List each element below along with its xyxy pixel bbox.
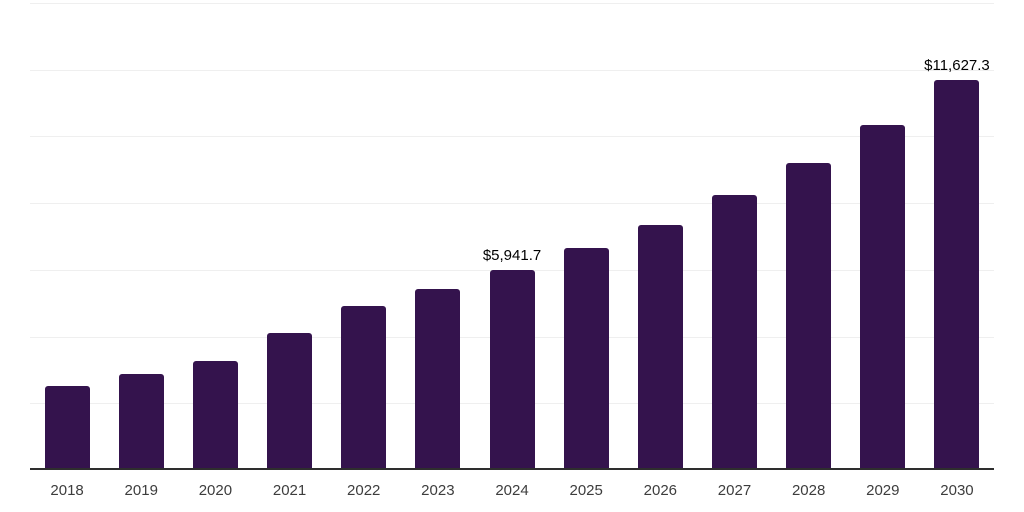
x-axis-label-2022: 2022 [347, 482, 381, 499]
bar-column [252, 332, 326, 468]
bar-2018[interactable] [44, 385, 90, 468]
bar-column [772, 162, 846, 468]
bar-2024[interactable] [489, 269, 535, 468]
gridline [30, 203, 994, 205]
bar-column: $5,941.7 [475, 247, 549, 468]
x-axis-label-2025: 2025 [569, 482, 603, 499]
bar-2030[interactable] [934, 80, 980, 468]
bar-2020[interactable] [192, 360, 238, 468]
x-axis-label-2024: 2024 [495, 482, 529, 499]
x-axis-label-2026: 2026 [643, 482, 678, 499]
bar-2022[interactable] [341, 305, 387, 468]
bar-2025[interactable] [563, 248, 609, 468]
gridline [30, 136, 994, 138]
x-axis-label-2020: 2020 [198, 482, 233, 499]
x-axis-label-2030: 2030 [940, 482, 974, 499]
bar-2029[interactable] [860, 125, 906, 468]
bar-value-label: $11,627.3 [924, 57, 990, 75]
x-axis-labels: 2018 2019 2020 2021 2022 2023 2024 2025 2026 2027… [30, 482, 994, 499]
bar-column [623, 224, 697, 468]
x-axis-label-2019: 2019 [124, 482, 158, 499]
bar-column [104, 373, 178, 468]
bar-column [178, 360, 252, 468]
bar-column [401, 289, 475, 468]
bar-column [697, 194, 771, 468]
bar-2027[interactable] [711, 194, 757, 468]
bar-column: $11,627.3 [920, 57, 994, 468]
bar-2023[interactable] [415, 289, 461, 468]
bar-column [549, 248, 623, 468]
x-axis-label-2027: 2027 [717, 482, 752, 499]
bar-value-label: $5,941.7 [482, 246, 542, 264]
bar-2021[interactable] [267, 332, 313, 468]
x-axis-label-2018: 2018 [50, 482, 84, 499]
x-axis-label-2023: 2023 [421, 482, 455, 499]
gridline [30, 69, 994, 71]
plot-area: $5,941.7 $11,627.3 [30, 3, 994, 470]
bar-column [30, 385, 104, 468]
bar-column [846, 125, 920, 468]
x-axis-label-2029: 2029 [866, 482, 900, 499]
bars-container: $5,941.7 $11,627.3 [30, 3, 994, 468]
bar-column [327, 305, 401, 468]
x-axis-label-2021: 2021 [272, 482, 307, 499]
x-axis-label-2028: 2028 [791, 482, 826, 499]
bar-2028[interactable] [786, 162, 832, 468]
bar-2019[interactable] [118, 373, 164, 468]
gridline [30, 3, 994, 4]
bar-2026[interactable] [637, 224, 683, 468]
